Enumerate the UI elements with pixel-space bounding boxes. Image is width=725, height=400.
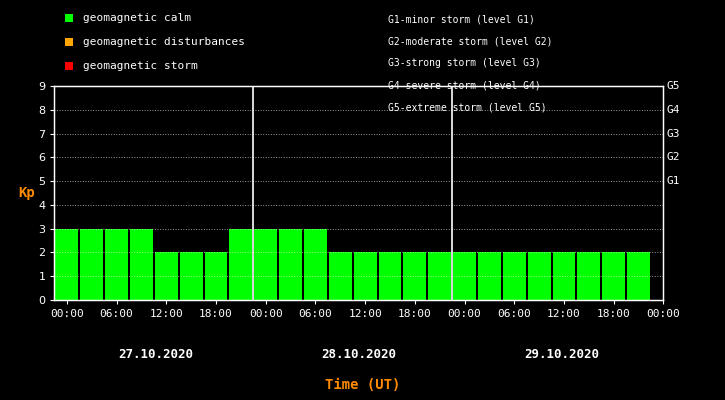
Bar [80,229,103,300]
Bar [627,252,650,300]
Bar [354,252,376,300]
Bar [254,229,277,300]
Bar [503,252,526,300]
Bar [378,252,402,300]
Bar [279,229,302,300]
Text: G2: G2 [666,152,680,162]
Bar [304,229,327,300]
Bar [453,252,476,300]
Text: G2-moderate storm (level G2): G2-moderate storm (level G2) [388,36,552,46]
Bar [428,252,451,300]
Bar [403,252,426,300]
Y-axis label: Kp: Kp [19,186,36,200]
Text: G4: G4 [666,105,680,115]
Bar [180,252,202,300]
Text: 28.10.2020: 28.10.2020 [321,348,397,360]
Text: G4-severe storm (level G4): G4-severe storm (level G4) [388,80,541,90]
Text: geomagnetic storm: geomagnetic storm [83,61,198,71]
Bar [478,252,501,300]
Bar [602,252,625,300]
Text: G1: G1 [666,176,680,186]
Text: G5: G5 [666,81,680,91]
Text: 29.10.2020: 29.10.2020 [524,348,600,360]
Text: G1-minor storm (level G1): G1-minor storm (level G1) [388,14,535,24]
Bar [55,229,78,300]
Text: Time (UT): Time (UT) [325,378,400,392]
Text: G3-strong storm (level G3): G3-strong storm (level G3) [388,58,541,68]
Text: G5-extreme storm (level G5): G5-extreme storm (level G5) [388,102,547,112]
Text: geomagnetic calm: geomagnetic calm [83,13,191,23]
Text: geomagnetic disturbances: geomagnetic disturbances [83,37,245,47]
Bar [155,252,178,300]
Bar [105,229,128,300]
Text: 27.10.2020: 27.10.2020 [118,348,194,360]
Text: G3: G3 [666,128,680,138]
Bar [528,252,550,300]
Bar [204,252,228,300]
Bar [329,252,352,300]
Bar [577,252,600,300]
Bar [130,229,153,300]
Bar [229,229,252,300]
Bar [552,252,576,300]
